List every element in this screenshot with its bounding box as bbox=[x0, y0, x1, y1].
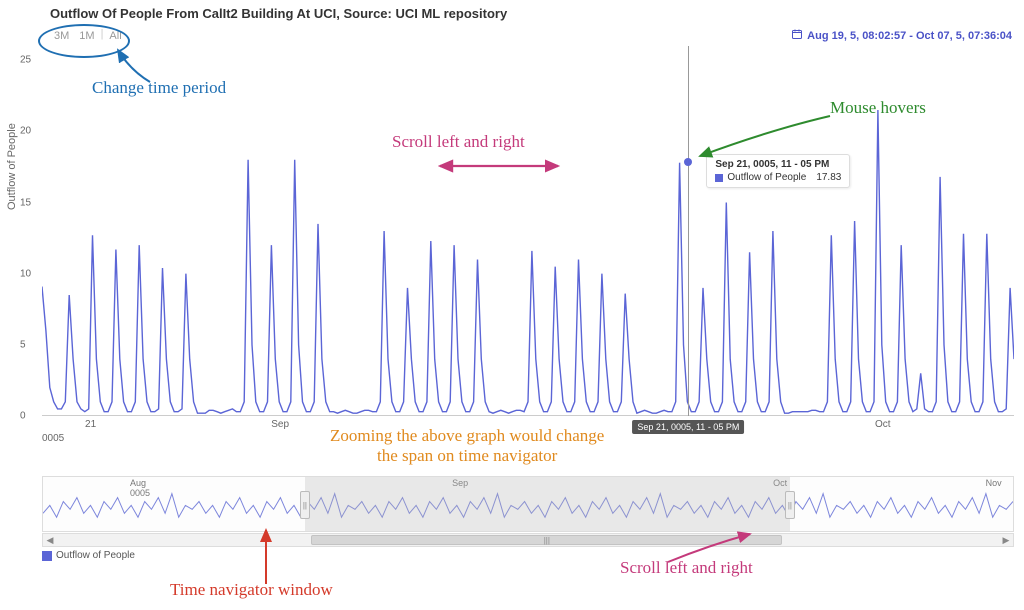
y-tick: 10 bbox=[20, 268, 31, 279]
legend-label: Outflow of People bbox=[56, 550, 135, 561]
annotation-change-time-period: Change time period bbox=[92, 78, 226, 98]
annotation-time-nav-window: Time navigator window bbox=[170, 580, 333, 600]
navigator-scrollbar[interactable]: ◀ ||| ▶ bbox=[42, 533, 1014, 547]
tooltip-value: 17.83 bbox=[816, 172, 841, 183]
date-range-display[interactable]: Aug 19, 5, 08:02:57 - Oct 07, 5, 07:36:0… bbox=[791, 28, 1012, 43]
y-axis-label: Outflow of People bbox=[6, 123, 18, 210]
x-tick: 21 bbox=[85, 419, 96, 430]
crosshair-line bbox=[688, 46, 689, 416]
hover-point-marker bbox=[684, 158, 692, 166]
legend[interactable]: Outflow of People bbox=[42, 550, 135, 561]
navigator-handle-right[interactable]: || bbox=[785, 491, 795, 519]
navigator-x-tick: Nov bbox=[986, 479, 1002, 489]
scrollbar-left-arrow[interactable]: ◀ bbox=[43, 535, 57, 546]
x-tick: Sep bbox=[271, 419, 289, 430]
crosshair-label: Sep 21, 0005, 11 - 05 PM bbox=[632, 420, 744, 434]
time-navigator[interactable]: Aug0005SepOctNov || || bbox=[42, 476, 1014, 532]
calendar-icon bbox=[791, 28, 803, 43]
tooltip-series-label: Outflow of People bbox=[727, 172, 806, 183]
y-tick: 15 bbox=[20, 197, 31, 208]
scrollbar-thumb[interactable]: ||| bbox=[311, 535, 782, 545]
scrollbar-right-arrow[interactable]: ▶ bbox=[999, 535, 1013, 546]
annotation-zoom-line2: the span on time navigator bbox=[330, 446, 604, 466]
tooltip-title: Sep 21, 0005, 11 - 05 PM bbox=[715, 159, 841, 170]
navigator-handle-left[interactable]: || bbox=[300, 491, 310, 519]
x-tick: Oct bbox=[875, 419, 891, 430]
annotation-ellipse bbox=[38, 24, 130, 58]
annotation-mouse-hovers: Mouse hovers bbox=[830, 98, 926, 118]
tooltip-swatch bbox=[715, 174, 723, 182]
annotation-scroll-nav: Scroll left and right bbox=[620, 558, 753, 578]
legend-swatch bbox=[42, 551, 52, 561]
y-tick: 20 bbox=[20, 126, 31, 137]
chart-title: Outflow Of People From CalIt2 Building A… bbox=[0, 0, 1024, 21]
x-axis-year-sublabel: 0005 bbox=[42, 433, 64, 444]
navigator-selection-mask bbox=[305, 477, 790, 531]
tooltip: Sep 21, 0005, 11 - 05 PM Outflow of Peop… bbox=[706, 154, 850, 188]
navigator-x-tick: Aug0005 bbox=[130, 479, 150, 499]
y-tick: 25 bbox=[20, 55, 31, 66]
annotation-zoom-line1: Zooming the above graph would change bbox=[330, 426, 604, 446]
x-axis-line bbox=[42, 415, 1014, 416]
scrollbar-track[interactable]: ||| bbox=[57, 534, 999, 546]
annotation-zoom-note: Zooming the above graph would change the… bbox=[330, 426, 604, 465]
date-range-text: Aug 19, 5, 08:02:57 - Oct 07, 5, 07:36:0… bbox=[807, 30, 1012, 42]
y-tick: 0 bbox=[20, 411, 26, 422]
y-tick: 5 bbox=[20, 339, 26, 350]
annotation-scroll-main: Scroll left and right bbox=[392, 132, 525, 152]
